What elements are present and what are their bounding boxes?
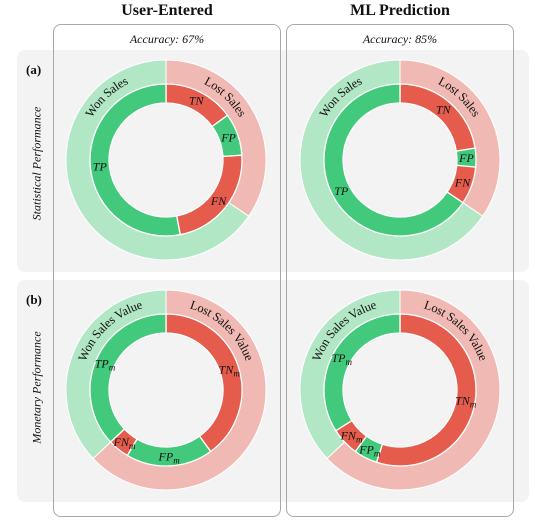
column-title-user-entered: User-Entered bbox=[121, 2, 213, 19]
inner-slice-tpm bbox=[323, 313, 401, 432]
inner-slice-tnm bbox=[375, 313, 477, 467]
accuracy-ml-prediction: Accuracy: 85% bbox=[362, 32, 438, 46]
accuracy-user-entered: Accuracy: 67% bbox=[129, 32, 205, 46]
row-tag-b: (b) bbox=[26, 292, 42, 307]
inner-slice-tp bbox=[323, 83, 464, 237]
row-tag-a: (a) bbox=[26, 62, 42, 77]
inner-label-tn: TN bbox=[436, 102, 452, 116]
column-frame-ml-prediction bbox=[286, 24, 514, 517]
column-frame-user-entered bbox=[53, 24, 281, 517]
inner-label-fp: FP bbox=[220, 130, 236, 144]
inner-label-tp: TP bbox=[93, 159, 108, 173]
inner-label-tn: TN bbox=[189, 94, 205, 108]
inner-label-fn: FN bbox=[210, 194, 227, 208]
column-title-ml-prediction: ML Prediction bbox=[350, 2, 450, 19]
inner-label-tp: TP bbox=[334, 184, 349, 198]
inner-slice-tpm bbox=[89, 313, 167, 443]
inner-slice-tp bbox=[89, 83, 182, 237]
inner-label-fp: FP bbox=[458, 151, 474, 165]
inner-label-fn: FN bbox=[454, 176, 471, 190]
